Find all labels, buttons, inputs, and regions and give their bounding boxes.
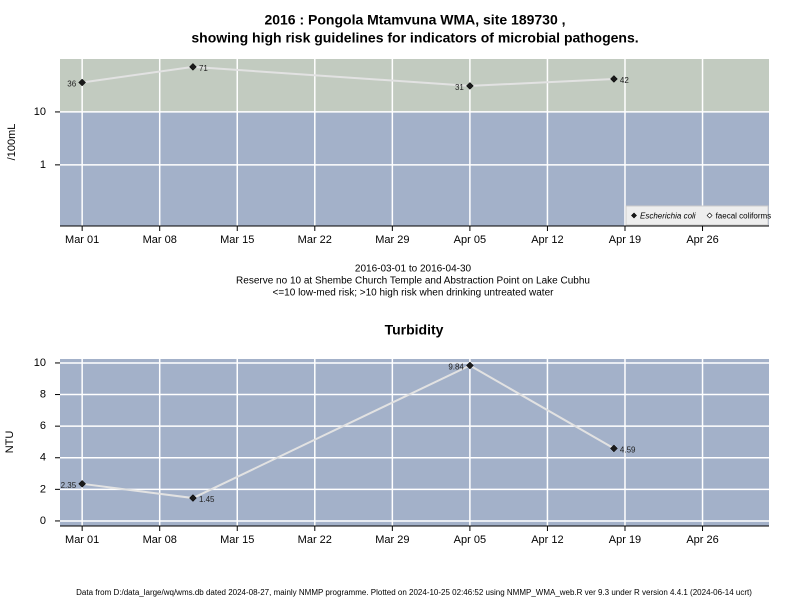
x-tick-label: Apr 19 <box>609 534 641 546</box>
x-tick-label: Mar 29 <box>375 534 409 546</box>
x-tick-label: Mar 08 <box>143 234 177 246</box>
y-tick-label: 2 <box>40 483 46 495</box>
y-tick-label: 6 <box>40 420 46 432</box>
high-risk-band <box>60 59 769 112</box>
y-axis-label: /100mL <box>6 124 18 161</box>
y-tick-label: 10 <box>34 106 46 118</box>
plot-background <box>60 359 769 526</box>
x-tick-label: Apr 12 <box>531 234 563 246</box>
chart-title: 2016 : Pongola Mtamvuna WMA, site 189730… <box>264 12 565 28</box>
data-label: 71 <box>199 64 208 73</box>
y-tick-label: 8 <box>40 388 46 400</box>
x-tick-label: Apr 05 <box>454 234 486 246</box>
data-label: 36 <box>67 80 76 89</box>
x-tick-label: Apr 26 <box>686 234 718 246</box>
x-tick-label: Apr 05 <box>454 534 486 546</box>
y-tick-label: 0 <box>40 515 46 527</box>
x-tick-label: Mar 08 <box>143 534 177 546</box>
note: <=10 low-med risk; >10 high risk when dr… <box>273 288 555 299</box>
point <box>189 63 197 71</box>
point <box>610 444 618 453</box>
note: 2016-03-01 to 2016-04-30 <box>355 264 472 275</box>
data-label: 42 <box>620 76 629 85</box>
x-tick-label: Mar 22 <box>298 234 332 246</box>
x-tick-label: Mar 01 <box>65 234 99 246</box>
data-label: 31 <box>455 83 464 92</box>
chart-subtitle: showing high risk guidelines for indicat… <box>191 30 638 46</box>
note: Reserve no 10 at Shembe Church Temple an… <box>236 276 590 287</box>
y-tick-label: 1 <box>40 159 46 171</box>
x-tick-label: Mar 15 <box>220 234 254 246</box>
x-tick-label: Apr 19 <box>609 234 641 246</box>
x-tick-label: Apr 12 <box>531 534 563 546</box>
x-tick-label: Mar 29 <box>375 234 409 246</box>
chart-title: Turbidity <box>385 322 444 338</box>
data-label: 4.59 <box>620 446 636 455</box>
y-tick-label: 10 <box>34 357 46 369</box>
y-axis-label: NTU <box>4 431 16 454</box>
series-line <box>82 364 615 500</box>
data-label: 9.84 <box>448 363 464 372</box>
series-line <box>82 65 614 87</box>
footer: Data from D:/data_large/wq/wms.db dated … <box>76 588 752 597</box>
x-tick-label: Mar 01 <box>65 534 99 546</box>
data-label: 1.45 <box>199 495 215 504</box>
x-tick-label: Mar 22 <box>298 534 332 546</box>
point <box>189 494 197 502</box>
legend-marker <box>706 212 713 219</box>
point <box>610 75 618 83</box>
data-label: 2.35 <box>61 481 77 490</box>
legend-box <box>625 205 769 226</box>
point <box>466 82 474 90</box>
point <box>78 479 87 488</box>
point <box>78 78 87 87</box>
y-tick-label: 4 <box>40 452 46 464</box>
point <box>466 361 474 370</box>
x-tick-label: Mar 15 <box>220 534 254 546</box>
legend-marker <box>631 212 637 219</box>
legend-label: faecal coliforms <box>716 212 772 221</box>
x-tick-label: Apr 26 <box>686 534 718 546</box>
legend-label: Escherichia coli <box>640 212 696 221</box>
